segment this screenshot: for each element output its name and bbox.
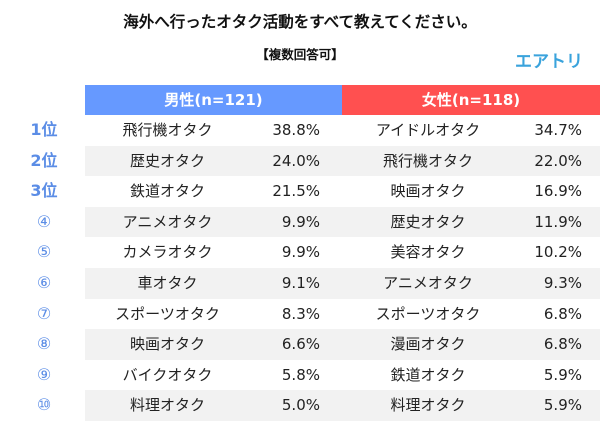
female-value: 11.9% [534,212,582,231]
female-value: 5.9% [543,396,582,415]
male-value: 9.9% [281,243,320,262]
table-row: ④ アニメオタク 9.9% 歴史オタク 11.9% [0,206,600,238]
male-item: 車オタク [137,273,198,292]
rank-label: ⑧ [36,334,52,354]
female-item: アニメオタク [383,273,473,292]
male-item: バイクオタク [122,365,213,384]
table-row: 1位 飛行機オタク 38.8% アイドルオタク 34.7% [0,115,600,146]
female-value: 16.9% [534,182,582,201]
male-item: 歴史オタク [129,151,205,170]
female-value: 34.7% [534,121,582,139]
female-item: 鉄道オタク [390,365,466,384]
table-row: ⑩ 料理オタク 5.0% 料理オタク 5.9% [0,390,600,421]
male-value: 24.0% [272,151,320,170]
table-row: ⑧ 映画オタク 6.6% 漫画オタク 6.8% [0,329,600,360]
female-item: 歴史オタク [390,212,466,231]
header-female: 女性(n=118) [342,85,600,115]
female-item: アイドルオタク [375,121,481,139]
male-value: 38.8% [272,121,320,139]
female-value: 10.2% [534,243,582,262]
female-item: スポーツオタク [375,304,481,323]
rank-label: ⑤ [36,242,52,262]
female-item: 映画オタク [390,182,466,201]
male-value: 5.0% [281,396,320,415]
chart-subtitle: 【複数回答可】 [256,47,344,62]
male-item: 映画オタク [129,335,205,354]
male-item: 鉄道オタク [129,182,205,201]
header-male: 男性(n=121) [85,85,342,115]
rank-label: ④ [36,211,52,231]
female-value: 5.9% [543,365,582,384]
rank-label: ⑨ [36,364,52,384]
rank-label: 2位 [30,150,58,170]
male-value: 9.1% [281,273,320,292]
female-value: 6.8% [543,335,582,354]
rank-label: ⑩ [36,395,52,415]
table-row: ⑦ スポーツオタク 8.3% スポーツオタク 6.8% [0,299,600,330]
table-row: ⑥ 車オタク 9.1% アニメオタク 9.3% [0,267,600,299]
male-value: 5.8% [281,365,320,384]
female-value: 9.3% [543,273,582,292]
chart-title: 海外へ行ったオタク活動をすべて教えてください。 [123,13,477,31]
male-item: アニメオタク [122,212,213,231]
table-row: 3位 鉄道オタク 21.5% 映画オタク 16.9% [0,176,600,207]
rank-label: ⑥ [36,272,52,292]
male-value: 8.3% [281,304,320,323]
brand-logo: エアトリ [515,52,583,72]
ranking-table: 1位 飛行機オタク 38.8% アイドルオタク 34.7% 2位 歴史オタク 2… [0,115,600,421]
male-item: 飛行機オタク [122,121,213,139]
female-item: 飛行機オタク [382,151,473,170]
female-item: 料理オタク [390,396,466,415]
male-item: カメラオタク [122,243,213,262]
male-item: 料理オタク [129,396,205,415]
female-value: 22.0% [534,151,582,170]
male-value: 21.5% [272,182,320,201]
female-item: 美容オタク [390,243,466,262]
male-value: 6.6% [281,335,320,354]
table-row: ⑤ カメラオタク 9.9% 美容オタク 10.2% [0,237,600,268]
male-item: スポーツオタク [115,304,220,323]
table-row: ⑨ バイクオタク 5.8% 鉄道オタク 5.9% [0,360,600,391]
rank-label: ⑦ [36,303,52,323]
male-value: 9.9% [281,212,320,231]
female-item: 漫画オタク [390,335,466,354]
rank-label: 1位 [30,120,58,139]
female-value: 6.8% [543,304,582,323]
rank-label: 3位 [30,181,58,201]
table-row: 2位 歴史オタク 24.0% 飛行機オタク 22.0% [0,145,600,177]
